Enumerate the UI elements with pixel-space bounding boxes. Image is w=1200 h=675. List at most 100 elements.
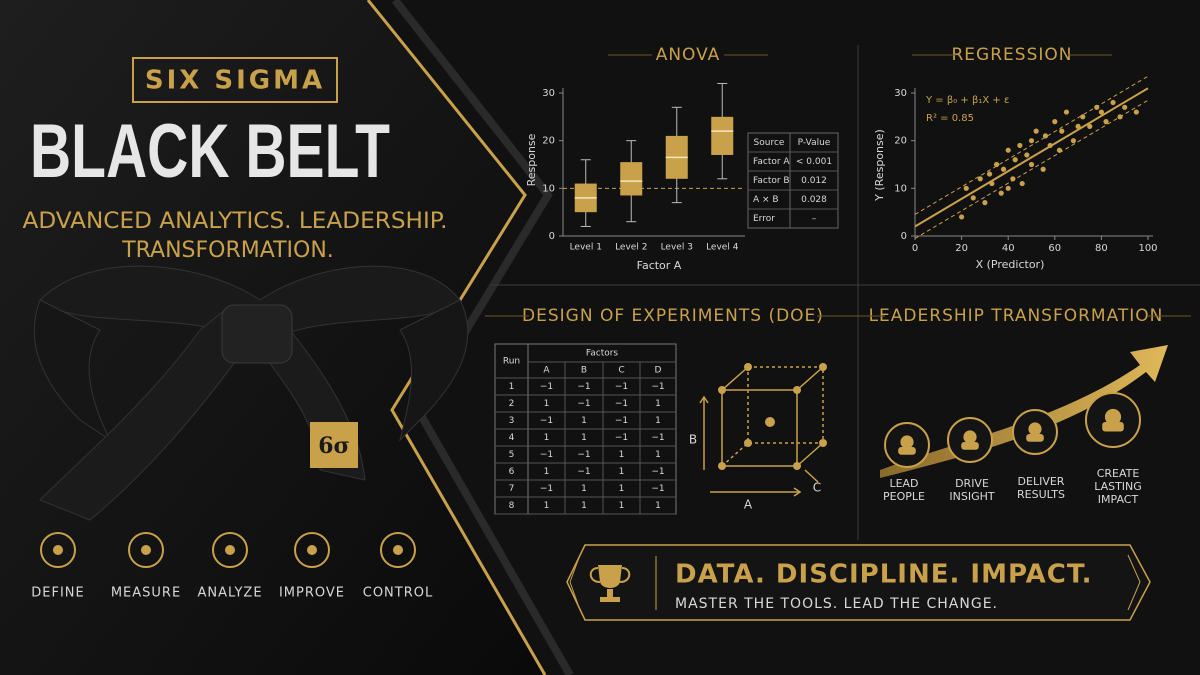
- table-cell: 1: [544, 399, 550, 409]
- dmaic-icon: [128, 532, 164, 568]
- x-axis-label: X (Predictor): [976, 258, 1045, 271]
- dmaic-icon: [53, 545, 63, 555]
- tagline: ADVANCED ANALYTICS. LEADERSHIP.: [23, 209, 448, 234]
- point: [1028, 138, 1035, 144]
- table-cell: −1: [615, 399, 628, 409]
- point: [993, 161, 1000, 168]
- point: [970, 195, 976, 201]
- leadership-icon: [1028, 422, 1042, 436]
- leadership-icon: [1102, 422, 1124, 432]
- table-cell: 1: [655, 399, 661, 409]
- dmaic-icon: [212, 532, 248, 568]
- point: [1117, 114, 1123, 120]
- leadership-label: DRIVE: [955, 477, 989, 490]
- fit-line: [914, 87, 1149, 228]
- cube-axis-label: B: [689, 433, 697, 447]
- x-axis-label: Factor A: [637, 259, 682, 272]
- point: [1063, 109, 1070, 115]
- leadership-label: PEOPLE: [883, 490, 925, 503]
- table-header: D: [655, 366, 662, 376]
- point: [1017, 142, 1023, 149]
- x-tick-label: 100: [1138, 243, 1157, 254]
- table-cell: 1: [544, 467, 550, 477]
- table-cell: 1: [619, 467, 625, 477]
- point: [998, 190, 1004, 196]
- point: [1098, 109, 1104, 115]
- point: [1047, 142, 1053, 149]
- doe-cube: [699, 366, 824, 497]
- table-cell: −1: [540, 450, 553, 460]
- table-header: Run: [503, 357, 520, 367]
- x-tick-label: 0: [912, 243, 918, 254]
- point: [1019, 180, 1025, 187]
- point: [1042, 133, 1049, 139]
- point: [1000, 166, 1007, 172]
- table-cell: 1: [619, 501, 625, 511]
- x-tick-label: 60: [1048, 243, 1061, 254]
- dmaic-label: MEASURE: [111, 586, 181, 601]
- table-cell: 8: [509, 501, 515, 511]
- section-title: LEADERSHIP TRANSFORMATION: [869, 306, 1164, 326]
- table-cell: 2: [509, 399, 515, 409]
- leadership-icon: [963, 430, 977, 444]
- table-header: A: [543, 366, 550, 376]
- y-tick-label: 30: [894, 88, 907, 99]
- table-cell: −1: [615, 416, 628, 426]
- y-tick-label: 0: [549, 231, 555, 242]
- leadership-label: LEAD: [889, 477, 918, 490]
- leadership-icon: [900, 435, 914, 449]
- point: [1133, 109, 1139, 115]
- point: [982, 200, 988, 206]
- point: [1040, 166, 1046, 172]
- leadership-label: CREATE: [1097, 467, 1140, 480]
- section-title: REGRESSION: [952, 45, 1073, 65]
- point: [1010, 176, 1016, 182]
- dmaic-label: CONTROL: [363, 586, 433, 601]
- table-cell: 3: [509, 416, 515, 426]
- footer-chevron: [569, 554, 581, 611]
- table-frame: [747, 132, 839, 229]
- y-tick-label: 30: [542, 88, 555, 99]
- leadership-icon: [1104, 408, 1122, 426]
- leadership-icon: [898, 447, 916, 455]
- x-tick-label: 20: [955, 243, 968, 254]
- table-cell: 0.012: [801, 176, 827, 186]
- badge-frame: [132, 57, 338, 103]
- table-cell: −1: [577, 382, 590, 392]
- confidence-band: [914, 75, 1149, 215]
- point: [1024, 152, 1030, 158]
- table-header: Factors: [586, 349, 619, 359]
- belt: [33, 265, 469, 521]
- table-cell: −1: [540, 382, 553, 392]
- point: [1103, 119, 1109, 125]
- equation: Y = β₀ + β₁X + ε: [925, 95, 1009, 106]
- table-cell: Factor B: [753, 176, 790, 186]
- x-tick-label: Level 1: [570, 243, 602, 253]
- table-header: P-Value: [798, 138, 831, 148]
- cube-axis-label: C: [813, 481, 821, 495]
- point: [986, 171, 993, 177]
- point: [963, 185, 969, 191]
- leadership-label: INSIGHT: [949, 490, 994, 503]
- title: BLACK BELT: [30, 109, 390, 194]
- table-cell: 5: [509, 450, 515, 460]
- point: [1028, 161, 1035, 168]
- table-cell: −1: [540, 416, 553, 426]
- table-cell: −1: [577, 399, 590, 409]
- dmaic-label: IMPROVE: [279, 586, 345, 601]
- r-squared: R² = 0.85: [926, 113, 974, 124]
- table-cell: 7: [509, 484, 515, 494]
- table-cell: 1: [544, 501, 550, 511]
- dmaic-icon: [141, 545, 151, 555]
- table-header: C: [618, 366, 624, 376]
- y-tick-label: 10: [542, 183, 555, 194]
- point: [1033, 128, 1039, 134]
- dmaic-icon: [380, 532, 416, 568]
- dmaic-label: ANALYZE: [197, 586, 262, 601]
- table-cell: 1: [655, 450, 661, 460]
- table-cell: −1: [577, 467, 590, 477]
- table-cell: 1: [619, 450, 625, 460]
- dmaic-icon: [40, 532, 76, 568]
- table-cell: < 0.001: [796, 157, 832, 167]
